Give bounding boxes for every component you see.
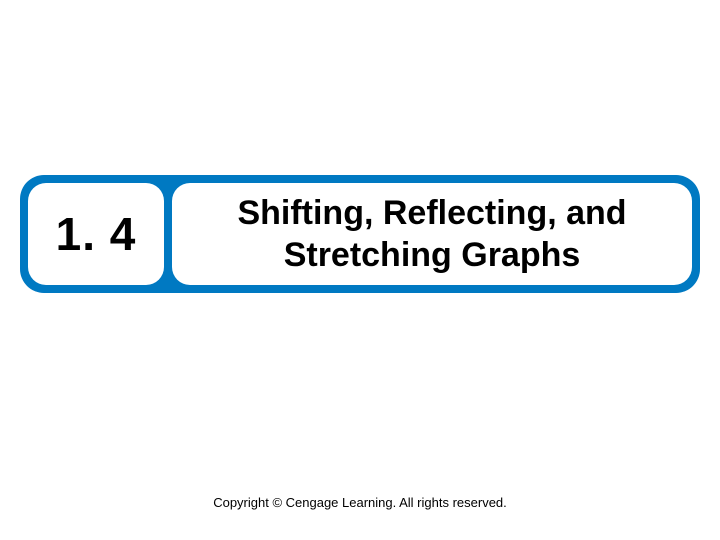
section-title: Shifting, Reflecting, and Stretching Gra… — [184, 192, 680, 277]
section-number: 1. 4 — [56, 207, 137, 261]
copyright-text: Copyright © Cengage Learning. All rights… — [0, 495, 720, 510]
section-number-box: 1. 4 — [28, 183, 164, 285]
section-banner: 1. 4 Shifting, Reflecting, and Stretchin… — [20, 175, 700, 293]
section-title-box: Shifting, Reflecting, and Stretching Gra… — [172, 183, 692, 285]
